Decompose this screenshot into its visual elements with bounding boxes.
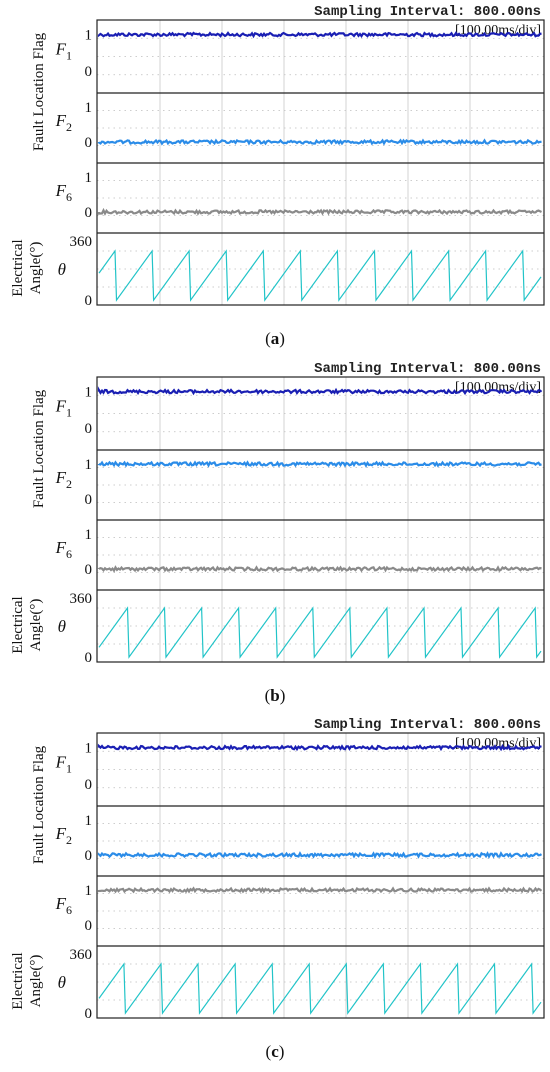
axis-label-electrical: Electrical — [10, 239, 26, 296]
y-tick-label: 1 — [85, 100, 93, 116]
series-label: F1 — [55, 753, 72, 776]
angle-series-line — [98, 606, 542, 659]
y-tick-label: 0 — [85, 1006, 93, 1022]
y-tick-label: 0 — [85, 848, 93, 864]
y-tick-label: 0 — [85, 562, 93, 578]
flag-series-line — [97, 565, 542, 573]
plot-frame — [96, 732, 545, 1019]
subplot-f2: F2 1 0 — [55, 457, 542, 508]
y-tick-label: 1 — [85, 457, 93, 473]
axis-label-angle: Angle(°) — [28, 242, 44, 295]
flag-series-line — [97, 31, 542, 39]
plot-frame — [96, 19, 545, 306]
y-tick-label: 1 — [85, 170, 93, 186]
axis-label-electrical: Electrical — [10, 596, 26, 653]
subplot-f1: F1 1 0 — [55, 741, 542, 793]
y-tick-label: 1 — [85, 883, 93, 899]
subplot-f2: F2 1 0 — [55, 100, 542, 151]
series-label: F2 — [55, 824, 72, 847]
series-label: F1 — [55, 40, 72, 63]
axis-label-angle: Angle(°) — [28, 599, 44, 652]
series-label: θ — [58, 973, 66, 992]
plot-frame — [96, 376, 545, 663]
y-tick-label: 1 — [85, 28, 93, 44]
y-tick-label: 0 — [85, 135, 93, 151]
y-tick-label: 360 — [70, 947, 93, 963]
subplot-f2: F2 1 0 — [55, 813, 543, 864]
subplot-f6: F6 1 0 — [55, 527, 542, 578]
panel-caption: (b) — [265, 686, 286, 705]
flag-series-line — [97, 138, 542, 146]
subplot-f6: F6 1 0 — [55, 170, 542, 221]
subplot-f6: F6 1 0 — [55, 883, 543, 934]
y-tick-label: 360 — [70, 591, 93, 607]
angle-series-line — [98, 962, 542, 1015]
angle-series-line — [98, 249, 542, 302]
series-label: F1 — [55, 397, 72, 420]
flag-series-line — [97, 851, 543, 860]
y-tick-label: 0 — [85, 918, 93, 934]
axis-label-fault-location-flag: Fault Location Flag — [31, 32, 47, 151]
series-label: F6 — [55, 894, 72, 917]
panel-caption: (a) — [265, 329, 285, 348]
sampling-interval-label: Sampling Interval: 800.00ns — [314, 361, 541, 377]
y-tick-label: 0 — [85, 421, 93, 437]
y-tick-label: 0 — [85, 492, 93, 508]
y-tick-label: 0 — [85, 293, 93, 309]
series-label: θ — [58, 617, 66, 636]
sampling-interval-label: Sampling Interval: 800.00ns — [314, 717, 541, 733]
panel-caption: (c) — [266, 1042, 285, 1061]
axis-label-fault-location-flag: Fault Location Flag — [31, 745, 47, 864]
y-tick-label: 1 — [85, 813, 93, 829]
sampling-interval-label: Sampling Interval: 800.00ns — [314, 4, 541, 20]
axis-label-fault-location-flag: Fault Location Flag — [31, 389, 47, 508]
chart-panel-c: Sampling Interval: 800.00ns[100.00ms/div… — [10, 717, 545, 1061]
flag-series-line — [97, 886, 543, 894]
chart-panel-b: Sampling Interval: 800.00ns[100.00ms/div… — [10, 361, 545, 705]
flag-series-line — [97, 207, 542, 216]
y-tick-label: 0 — [85, 64, 93, 80]
subplot-f1: F1 1 0 — [55, 385, 543, 437]
y-tick-label: 0 — [85, 205, 93, 221]
y-tick-label: 1 — [85, 741, 93, 757]
series-label: θ — [58, 260, 66, 279]
y-tick-label: 0 — [85, 777, 93, 793]
series-label: F2 — [55, 468, 72, 491]
series-label: F2 — [55, 111, 72, 134]
axis-label-electrical: Electrical — [10, 952, 26, 1009]
series-label: F6 — [55, 181, 72, 204]
y-tick-label: 1 — [85, 527, 93, 543]
y-tick-label: 1 — [85, 385, 93, 401]
flag-series-line — [97, 386, 543, 396]
chart-panel-a: Sampling Interval: 800.00ns[100.00ms/div… — [10, 4, 545, 348]
flag-series-line — [97, 460, 542, 468]
y-tick-label: 0 — [85, 650, 93, 666]
series-label: F6 — [55, 538, 72, 561]
axis-label-angle: Angle(°) — [28, 955, 44, 1008]
flag-series-line — [97, 743, 542, 752]
y-tick-label: 360 — [70, 234, 93, 250]
